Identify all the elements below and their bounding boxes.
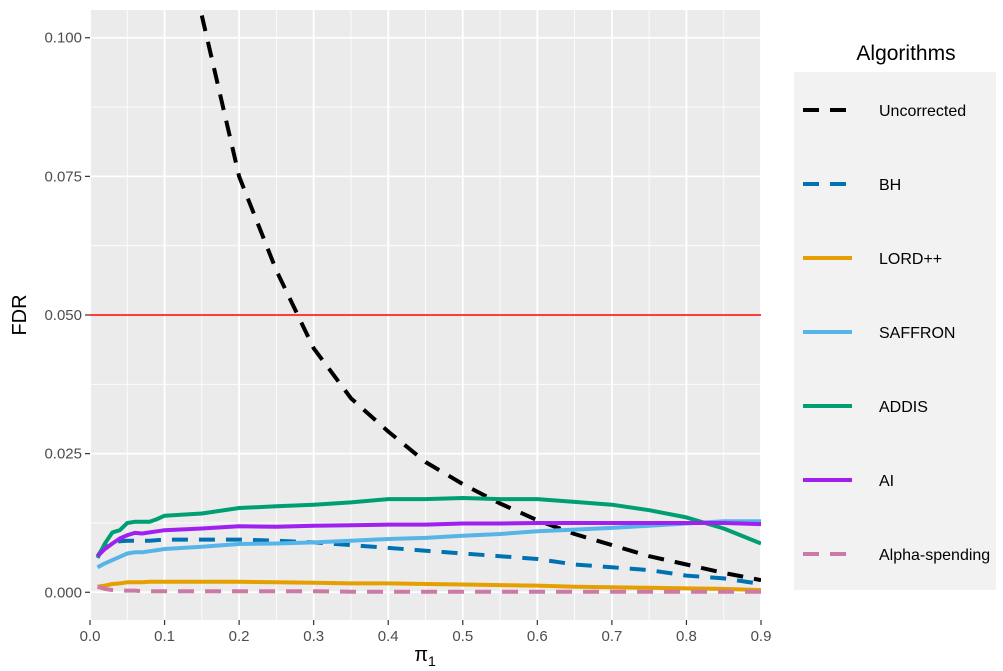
y-tick-label: 0.100	[44, 30, 82, 47]
x-tick-label: 0.4	[378, 628, 399, 645]
x-tick-label: 0.5	[452, 628, 473, 645]
x-axis-title-symbol: π	[414, 644, 428, 666]
legend-label: ADDIS	[879, 399, 928, 416]
x-tick-label: 0.1	[154, 628, 175, 645]
y-tick-label: 0.075	[44, 168, 82, 185]
x-tick-label: 0.2	[229, 628, 250, 645]
legend-title: Algorithms	[856, 42, 955, 65]
series-lines	[95, 15, 761, 594]
x-tick-label: 0.9	[751, 628, 772, 645]
legend-label: AI	[879, 473, 894, 490]
x-tick-label: 0.6	[527, 628, 548, 645]
series-line-addis	[95, 496, 761, 559]
legend: Algorithms Uncorrected BH LORD++ SAFFRON ADD…	[794, 42, 996, 590]
legend-label: Alpha-spending	[879, 547, 990, 564]
y-tick-label: 0.050	[44, 307, 82, 324]
y-tick-label: 0.000	[44, 584, 82, 601]
legend-label: SAFFRON	[879, 325, 955, 342]
series-line-alpha-spending	[96, 584, 761, 594]
x-tick-label: 0.0	[80, 628, 101, 645]
series-line-lord-	[97, 579, 761, 593]
legend-entries: Uncorrected BH LORD++ SAFFRON ADDIS AI Alpha-s…	[803, 103, 990, 564]
y-tick-label: 0.025	[44, 446, 82, 463]
x-tick-label: 0.8	[676, 628, 697, 645]
y-axis-title: FDR	[9, 294, 31, 335]
series-line-ai	[96, 521, 761, 558]
series-line-saffron	[96, 519, 761, 570]
x-axis-title: π1	[414, 644, 436, 666]
series-line-uncorrected	[199, 15, 761, 583]
legend-label: LORD++	[879, 251, 942, 268]
x-tick-label: 0.3	[303, 628, 324, 645]
legend-label: Uncorrected	[879, 103, 966, 120]
x-axis-title-subscript: 1	[428, 653, 436, 666]
legend-label: BH	[879, 177, 901, 194]
axes: 0.0 0.1 0.2 0.3 0.4 0.5 0.6 0.7 0.8 0.9 0.000 0.025…	[44, 30, 771, 645]
x-tick-label: 0.7	[601, 628, 622, 645]
